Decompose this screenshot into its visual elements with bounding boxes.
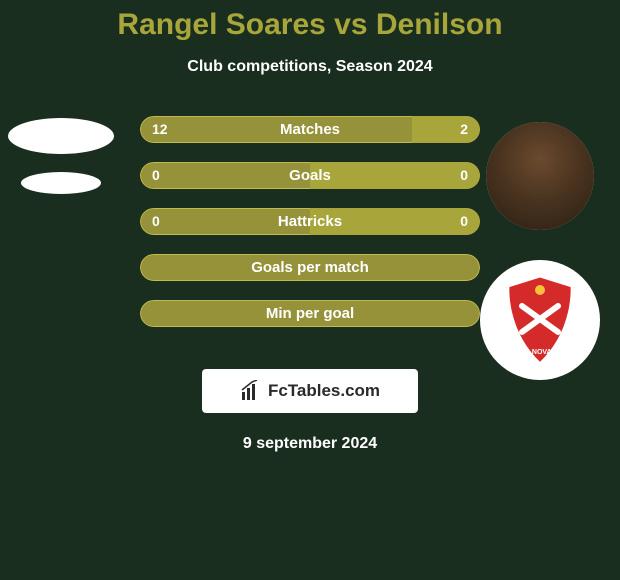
stat-row: Hattricks0 0 [140, 208, 480, 235]
shield-icon: VILA NOVA F.C. [498, 272, 582, 368]
player-avatar [486, 122, 594, 230]
placeholder-ellipse [21, 172, 101, 194]
stat-row: Min per goal [140, 300, 480, 327]
left-player-shapes [8, 118, 114, 194]
stat-row: Goals per match [140, 254, 480, 281]
stat-value-left: 12 [152, 116, 168, 143]
date-text: 9 september 2024 [0, 435, 620, 453]
stat-label: Matches [140, 116, 480, 143]
player-face-placeholder [486, 122, 594, 230]
placeholder-ellipse [8, 118, 114, 154]
crest-text: VILA NOVA F.C. [514, 349, 566, 356]
club-crest: VILA NOVA F.C. [480, 260, 600, 380]
stat-label: Goals per match [140, 254, 480, 281]
stat-row: Goals0 0 [140, 162, 480, 189]
stat-rows: Matches122Goals00Hattricks00Goals per ma… [140, 116, 480, 327]
banner-text: FcTables.com [268, 381, 380, 401]
bar-chart-icon [240, 380, 262, 402]
stat-label: Min per goal [140, 300, 480, 327]
stat-value-right: 0 [460, 208, 468, 235]
stat-value-left: 0 [152, 162, 160, 189]
right-player-column: VILA NOVA F.C. [480, 122, 600, 380]
comparison-title: Rangel Soares vs Denilson [0, 8, 620, 42]
comparison-subtitle: Club competitions, Season 2024 [0, 58, 620, 76]
stat-row: Matches12 2 [140, 116, 480, 143]
comparison-card: Rangel Soares vs Denilson Club competiti… [0, 0, 620, 580]
stat-value-right: 0 [460, 162, 468, 189]
stat-value-left: 0 [152, 208, 160, 235]
source-banner: FcTables.com [202, 369, 418, 413]
stat-value-right: 2 [460, 116, 468, 143]
stat-label: Hattricks [140, 208, 480, 235]
stat-label: Goals [140, 162, 480, 189]
